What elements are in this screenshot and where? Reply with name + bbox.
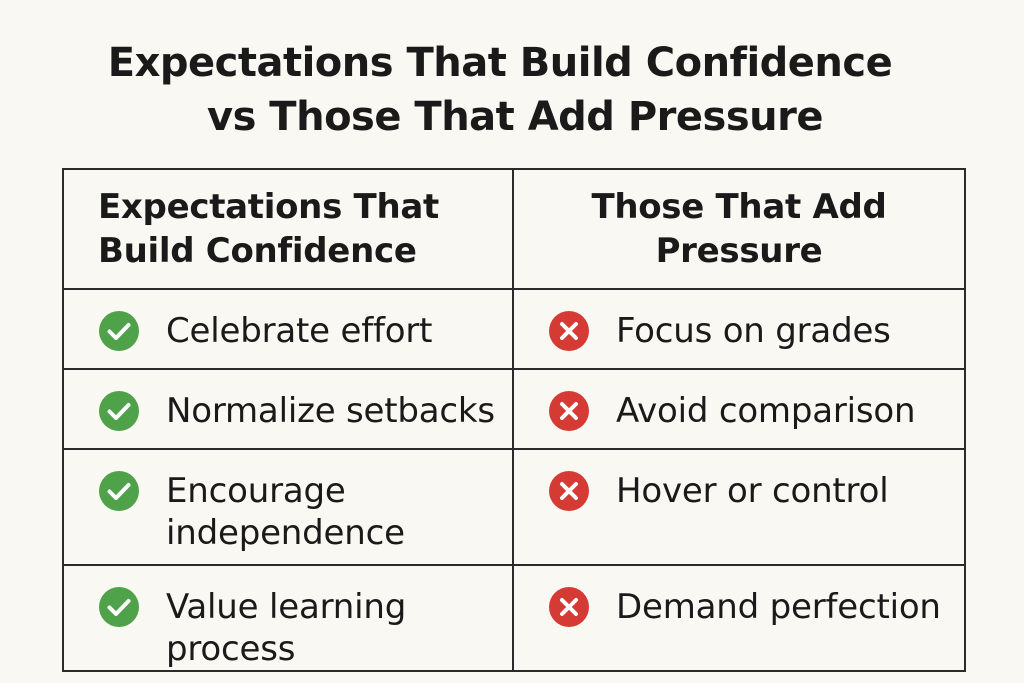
- confidence-item-label: Value learning process: [166, 587, 407, 669]
- title-line-1: Expectations That Build Confidence: [107, 40, 893, 86]
- table-row: Celebrate effort Focus on grades: [62, 288, 966, 370]
- confidence-item-label: Normalize setbacks: [166, 391, 495, 431]
- pressure-cell: Focus on grades: [512, 288, 966, 370]
- x-circle-icon: [549, 391, 589, 431]
- confidence-cell: Value learning process: [62, 564, 514, 672]
- page-title: Expectations That Build Confidence vs Th…: [0, 36, 1000, 144]
- column-header-pressure-line-1: Those That Add: [591, 187, 887, 227]
- pressure-cell: Avoid comparison: [512, 368, 966, 450]
- comparison-table: Expectations That Build Confidence Those…: [62, 168, 966, 672]
- pressure-item-label: Focus on grades: [616, 311, 891, 351]
- check-circle-icon: [99, 587, 139, 627]
- column-header-pressure-line-2: Pressure: [655, 231, 823, 271]
- column-header-confidence-line-1: Expectations That: [98, 187, 439, 227]
- pressure-item-label: Demand perfection: [616, 587, 941, 627]
- column-header-confidence: Expectations That Build Confidence: [62, 168, 514, 290]
- check-circle-icon: [99, 311, 139, 351]
- x-circle-icon: [549, 471, 589, 511]
- pressure-cell: Demand perfection: [512, 564, 966, 672]
- confidence-cell: Encourage independence: [62, 448, 514, 566]
- confidence-cell: Celebrate effort: [62, 288, 514, 370]
- confidence-item-label: Encourage independence: [166, 471, 405, 553]
- x-circle-icon: [549, 311, 589, 351]
- pressure-item-label: Avoid comparison: [616, 391, 916, 431]
- table-row: Encourage independence Hover or control: [62, 448, 966, 566]
- x-circle-icon: [549, 587, 589, 627]
- column-header-pressure: Those That Add Pressure: [512, 168, 966, 290]
- table-row: Value learning process Demand perfection: [62, 564, 966, 672]
- pressure-cell: Hover or control: [512, 448, 966, 566]
- pressure-item-label: Hover or control: [616, 471, 889, 511]
- table-header-row: Expectations That Build Confidence Those…: [62, 168, 966, 290]
- confidence-cell: Normalize setbacks: [62, 368, 514, 450]
- table-row: Normalize setbacks Avoid comparison: [62, 368, 966, 450]
- confidence-item-label: Celebrate effort: [166, 311, 433, 351]
- check-circle-icon: [99, 471, 139, 511]
- column-header-confidence-line-2: Build Confidence: [98, 231, 417, 271]
- title-line-2: vs Those That Add Pressure: [207, 94, 823, 140]
- check-circle-icon: [99, 391, 139, 431]
